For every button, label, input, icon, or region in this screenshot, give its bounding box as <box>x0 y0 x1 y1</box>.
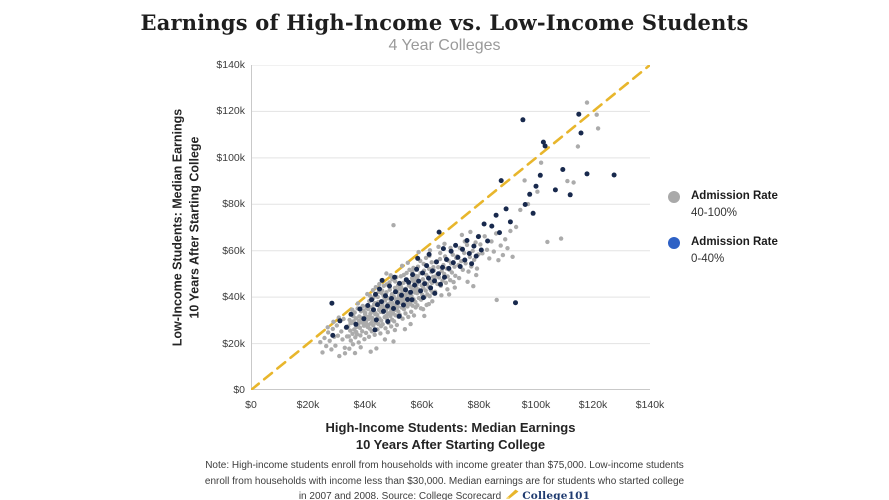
footnote-line1: Note: High-income students enroll from h… <box>205 460 684 471</box>
footnote-line2: enroll from households with income less … <box>204 475 685 487</box>
legend-label: Admission Rate <box>691 236 778 248</box>
legend-sublabel: 0-40% <box>691 253 725 265</box>
footnote-line3: in 2007 and 2008. Source: College Scorec… <box>298 491 502 500</box>
legend-label: Admission Rate <box>691 190 778 202</box>
blue-dot-icon <box>668 237 680 249</box>
x-tick-label: $120k <box>578 399 608 411</box>
chart-subtitle: 4 Year Colleges <box>388 37 501 54</box>
y-tick-label: $100k <box>216 151 245 164</box>
y-tick-label: $120k <box>216 105 245 118</box>
pencil-slash-icon <box>506 489 519 500</box>
x-tick-label: $20k <box>296 399 320 411</box>
brand-logo-text: College101 <box>522 490 591 500</box>
x-tick-label: $100k <box>521 399 551 411</box>
x-axis-title: High-Income Students: Median Earnings 10… <box>251 420 650 453</box>
y-axis-title: Low-Income Students: Median Earnings 10 … <box>170 63 203 393</box>
y-tick-label: $0 <box>233 384 245 396</box>
footnote: Note: High-income students enroll from h… <box>0 458 889 500</box>
y-axis-title-line1: Low-Income Students: Median Earnings <box>170 108 185 347</box>
scatter-plot <box>251 65 650 390</box>
legend-item-high-admission: Admission Rate 40-100% <box>668 190 878 219</box>
x-axis-title-line1: High-Income Students: Median Earnings <box>325 420 576 435</box>
y-tick-label: $40k <box>222 291 245 304</box>
x-tick-label: $40k <box>353 399 377 411</box>
x-tick-label: $0 <box>245 399 257 411</box>
y-tick-label: $20k <box>222 337 245 350</box>
x-axis-title-line2: 10 Years After Starting College <box>355 436 546 452</box>
legend-item-low-admission: Admission Rate 0-40% <box>668 236 878 265</box>
legend-sublabel: 40-100% <box>691 207 738 219</box>
legend: Admission Rate 40-100% Admission Rate 0-… <box>668 190 878 282</box>
y-tick-label: $80k <box>222 198 245 211</box>
gray-dot-icon <box>668 191 680 203</box>
y-axis-title-line2: 10 Years After Starting College <box>187 136 201 319</box>
x-tick-label: $80k <box>467 399 491 411</box>
y-tick-label: $140k <box>216 59 245 71</box>
y-tick-label: $60k <box>222 244 245 257</box>
x-tick-label: $60k <box>410 399 434 411</box>
chart-title: Earnings of High-Income vs. Low-Income S… <box>140 10 749 35</box>
x-tick-label: $140k <box>635 399 665 411</box>
